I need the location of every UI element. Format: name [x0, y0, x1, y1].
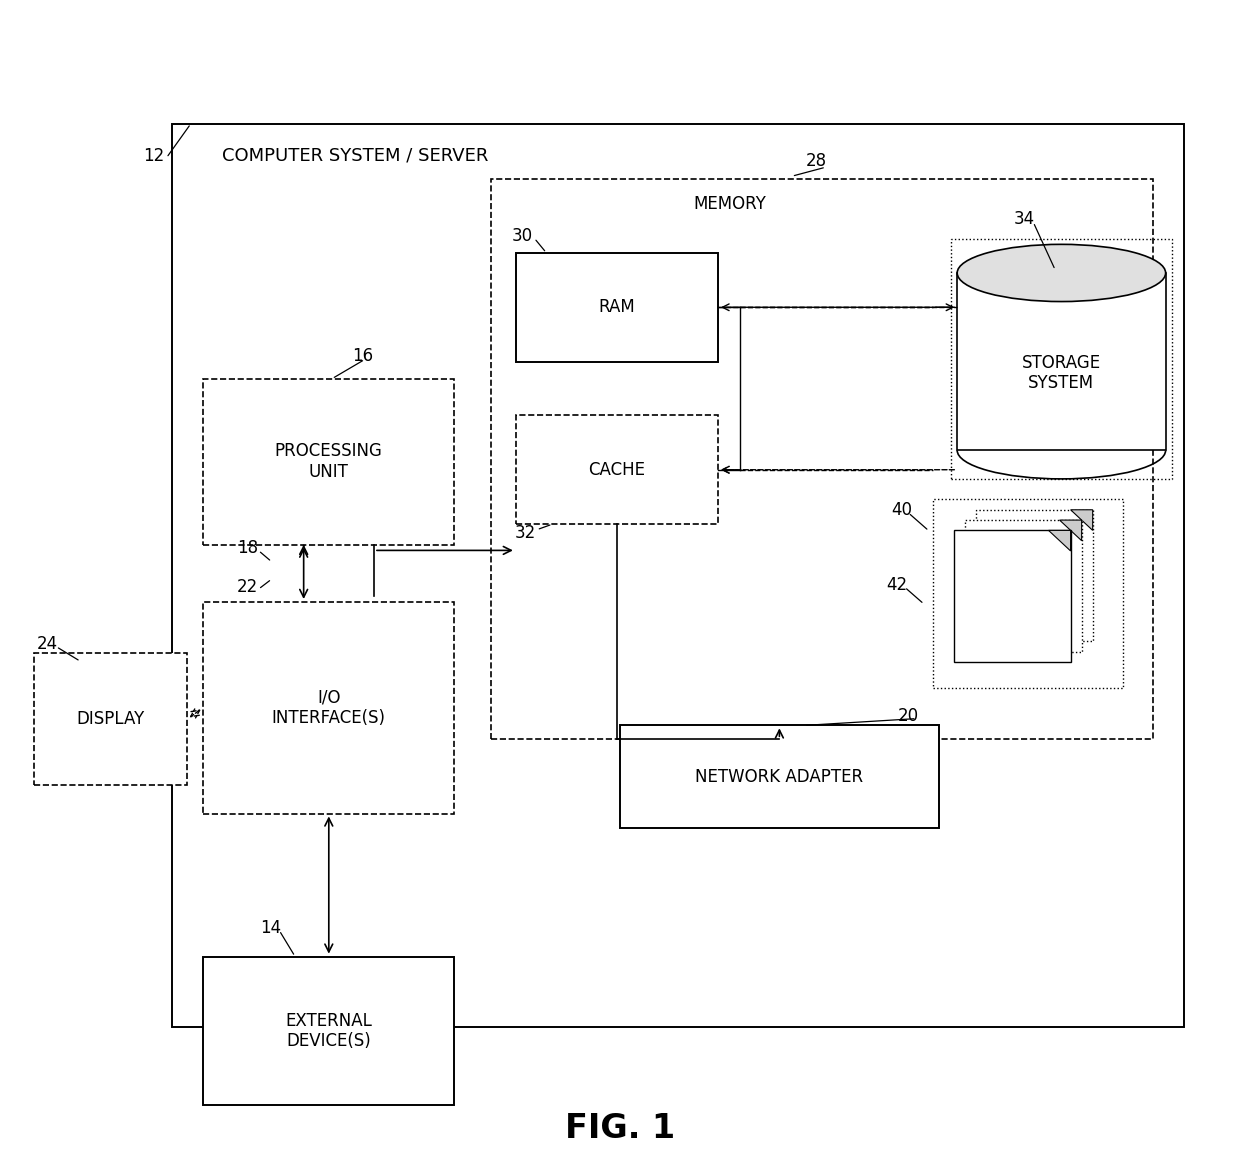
Bar [172, 124, 1184, 1027]
Text: 24: 24 [37, 636, 58, 653]
Text: 14: 14 [260, 919, 281, 937]
Bar [491, 178, 1153, 739]
Text: MEMORY: MEMORY [693, 195, 766, 213]
Text: PROCESSING
UNIT: PROCESSING UNIT [275, 442, 383, 481]
Text: NETWORK ADAPTER: NETWORK ADAPTER [696, 768, 863, 786]
Polygon shape [1070, 510, 1092, 530]
Bar [620, 725, 939, 828]
Text: 18: 18 [237, 540, 258, 557]
Text: FIG. 1: FIG. 1 [565, 1112, 675, 1144]
Text: 22: 22 [237, 578, 258, 596]
Text: 30: 30 [511, 227, 532, 244]
Text: EXTERNAL
DEVICE(S): EXTERNAL DEVICE(S) [285, 1012, 372, 1050]
Ellipse shape [957, 244, 1166, 301]
Bar [33, 653, 187, 785]
Text: 20: 20 [898, 708, 919, 725]
Text: COMPUTER SYSTEM / SERVER: COMPUTER SYSTEM / SERVER [222, 147, 487, 164]
Text: DISPLAY: DISPLAY [77, 710, 145, 728]
Bar [954, 530, 1070, 662]
Bar [516, 416, 718, 525]
Text: 16: 16 [352, 347, 373, 365]
Bar [203, 957, 455, 1105]
Text: I/O
INTERFACE(S): I/O INTERFACE(S) [272, 688, 386, 727]
Text: STORAGE
SYSTEM: STORAGE SYSTEM [1022, 353, 1101, 393]
Text: CACHE: CACHE [589, 461, 646, 478]
Text: 32: 32 [515, 525, 536, 542]
Bar [932, 499, 1122, 688]
Text: RAM: RAM [599, 299, 635, 316]
Bar [965, 520, 1081, 652]
Bar [203, 602, 455, 814]
Text: 42: 42 [887, 576, 908, 594]
Bar [976, 510, 1092, 642]
Bar [951, 239, 1172, 479]
Text: 12: 12 [144, 147, 165, 164]
Bar [957, 273, 1166, 450]
Text: 40: 40 [892, 501, 913, 519]
Polygon shape [1059, 520, 1081, 541]
Text: 28: 28 [806, 153, 827, 170]
Bar [203, 379, 455, 544]
Bar [516, 252, 718, 361]
Text: 34: 34 [1014, 210, 1035, 228]
Polygon shape [1049, 530, 1070, 551]
